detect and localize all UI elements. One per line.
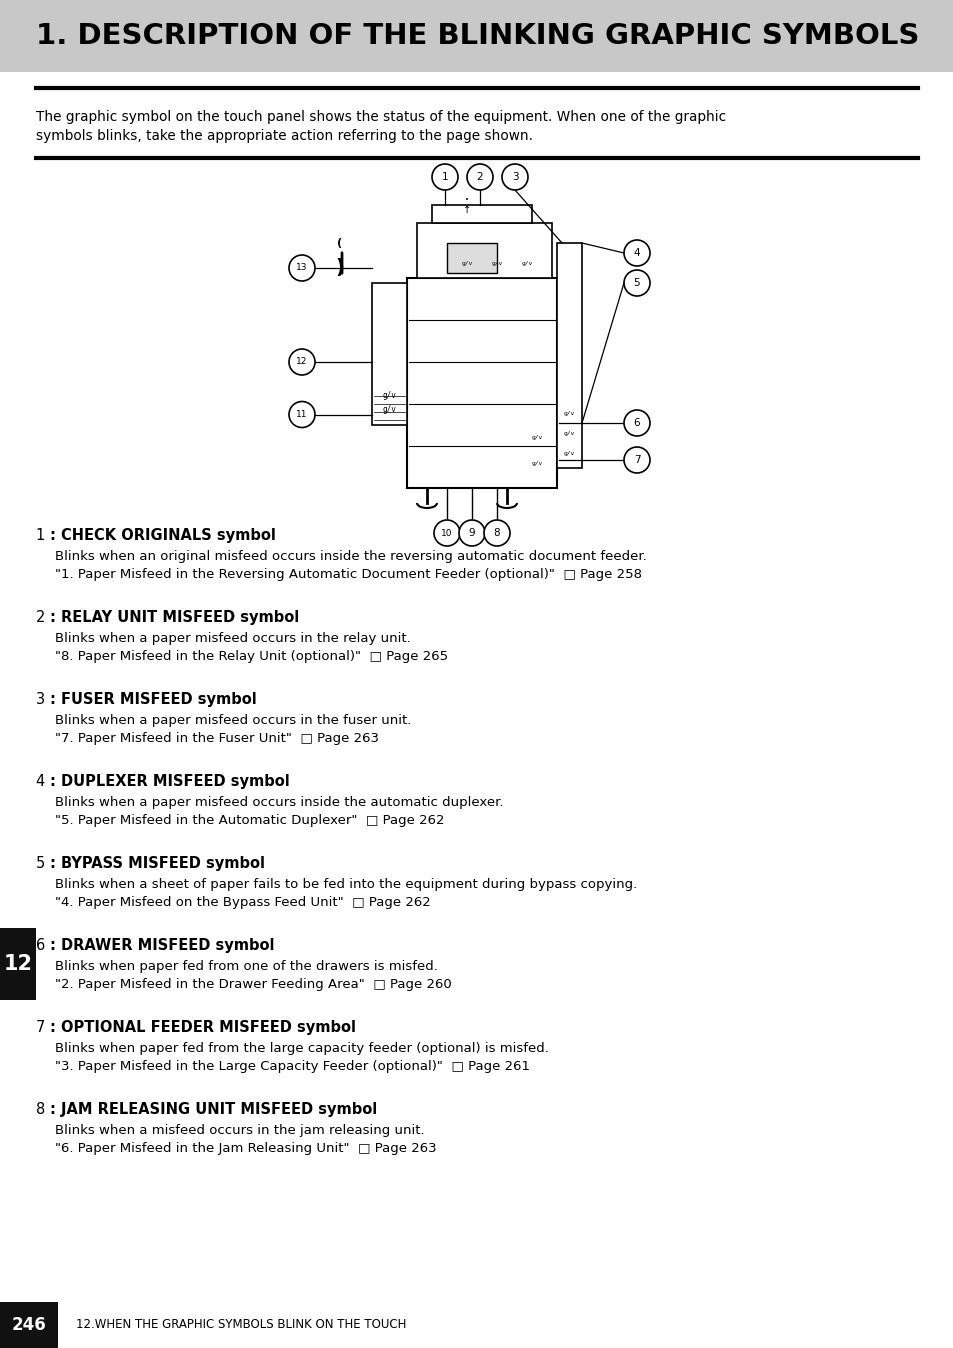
Text: g/v: g/v [563,411,574,415]
Text: : RELAY UNIT MISFEED symbol: : RELAY UNIT MISFEED symbol [50,611,299,625]
Text: g/v: g/v [491,260,502,266]
Text: 4: 4 [633,248,639,257]
Text: 3: 3 [511,173,517,182]
Text: "2. Paper Misfeed in the Drawer Feeding Area"  □ Page 260: "2. Paper Misfeed in the Drawer Feeding … [55,979,452,991]
Text: g/v: g/v [381,391,395,399]
Text: Blinks when paper fed from one of the drawers is misfed.: Blinks when paper fed from one of the dr… [55,960,437,973]
Text: Blinks when a sheet of paper fails to be fed into the equipment during bypass co: Blinks when a sheet of paper fails to be… [55,878,637,891]
Text: 2: 2 [476,173,483,182]
Text: "1. Paper Misfeed in the Reversing Automatic Document Feeder (optional)"  □ Page: "1. Paper Misfeed in the Reversing Autom… [55,568,641,581]
Text: Blinks when a misfeed occurs in the jam releasing unit.: Blinks when a misfeed occurs in the jam … [55,1124,424,1136]
Text: (: ( [337,239,342,248]
Text: g/v: g/v [563,450,574,456]
Bar [0,0,953,71]
Text: "6. Paper Misfeed in the Jam Releasing Unit"  □ Page 263: "6. Paper Misfeed in the Jam Releasing U… [55,1142,436,1155]
Text: "4. Paper Misfeed on the Bypass Feed Unit"  □ Page 262: "4. Paper Misfeed on the Bypass Feed Uni… [55,896,431,909]
Text: 13: 13 [296,263,308,272]
Text: g/v: g/v [531,435,542,441]
Text: The graphic symbol on the touch panel shows the status of the equipment. When on: The graphic symbol on the touch panel sh… [36,111,725,124]
Circle shape [289,349,314,375]
Circle shape [467,164,493,190]
Circle shape [623,448,649,473]
Circle shape [501,164,527,190]
Text: g/v: g/v [381,406,395,414]
Text: 1: 1 [36,528,50,543]
Text: g/v: g/v [461,260,472,266]
Text: Blinks when an original misfeed occurs inside the reversing automatic document f: Blinks when an original misfeed occurs i… [55,550,646,563]
Text: Blinks when a paper misfeed occurs in the fuser unit.: Blinks when a paper misfeed occurs in th… [55,714,411,727]
Text: 12.WHEN THE GRAPHIC SYMBOLS BLINK ON THE TOUCH: 12.WHEN THE GRAPHIC SYMBOLS BLINK ON THE… [76,1318,406,1332]
Circle shape [434,520,459,546]
Text: g/v: g/v [531,461,542,465]
Text: "3. Paper Misfeed in the Large Capacity Feeder (optional)"  □ Page 261: "3. Paper Misfeed in the Large Capacity … [55,1060,530,1073]
Text: 10: 10 [441,528,453,538]
Text: 12: 12 [4,954,32,975]
Text: 9: 9 [468,528,475,538]
Text: Blinks when a paper misfeed occurs in the relay unit.: Blinks when a paper misfeed occurs in th… [55,632,411,644]
Text: "5. Paper Misfeed in the Automatic Duplexer"  □ Page 262: "5. Paper Misfeed in the Automatic Duple… [55,814,444,828]
Text: "7. Paper Misfeed in the Fuser Unit"  □ Page 263: "7. Paper Misfeed in the Fuser Unit" □ P… [55,732,378,745]
Text: Blinks when paper fed from the large capacity feeder (optional) is misfed.: Blinks when paper fed from the large cap… [55,1042,548,1055]
Text: Blinks when a paper misfeed occurs inside the automatic duplexer.: Blinks when a paper misfeed occurs insid… [55,797,503,809]
Circle shape [458,520,484,546]
Bar [407,278,557,488]
Bar [416,222,552,278]
Text: •: • [464,197,469,204]
Text: : OPTIONAL FEEDER MISFEED symbol: : OPTIONAL FEEDER MISFEED symbol [50,1020,355,1035]
Bar [447,243,497,274]
Circle shape [623,270,649,297]
Bar [0,927,36,1000]
Bar [557,243,581,468]
Text: : CHECK ORIGINALS symbol: : CHECK ORIGINALS symbol [50,528,275,543]
Text: 6: 6 [633,418,639,429]
Circle shape [483,520,510,546]
Text: g/v: g/v [563,430,574,435]
Bar [372,283,407,425]
Text: 6: 6 [36,938,50,953]
Text: : BYPASS MISFEED symbol: : BYPASS MISFEED symbol [50,856,265,871]
Bar [0,1302,58,1348]
Text: ): ) [335,259,344,278]
Text: g/v: g/v [521,260,532,266]
Text: 4: 4 [36,774,50,789]
Text: : DUPLEXER MISFEED symbol: : DUPLEXER MISFEED symbol [50,774,290,789]
Text: 3: 3 [36,692,50,706]
Text: : FUSER MISFEED symbol: : FUSER MISFEED symbol [50,692,256,706]
Circle shape [289,402,314,427]
Text: symbols blinks, take the appropriate action referring to the page shown.: symbols blinks, take the appropriate act… [36,129,533,143]
Circle shape [432,164,457,190]
Text: 1. DESCRIPTION OF THE BLINKING GRAPHIC SYMBOLS: 1. DESCRIPTION OF THE BLINKING GRAPHIC S… [36,22,919,50]
Text: 2: 2 [36,611,50,625]
Circle shape [623,240,649,266]
Bar [432,205,532,222]
Text: 5: 5 [633,278,639,288]
Text: ↑: ↑ [462,205,471,214]
Text: 5: 5 [36,856,50,871]
Text: 8: 8 [36,1103,50,1117]
Text: 12: 12 [296,357,308,367]
Text: 11: 11 [296,410,308,419]
Text: : DRAWER MISFEED symbol: : DRAWER MISFEED symbol [50,938,274,953]
Circle shape [289,255,314,280]
Text: 7: 7 [36,1020,50,1035]
Circle shape [623,410,649,435]
Text: 8: 8 [493,528,499,538]
Text: 246: 246 [11,1316,47,1335]
Text: "8. Paper Misfeed in the Relay Unit (optional)"  □ Page 265: "8. Paper Misfeed in the Relay Unit (opt… [55,650,448,663]
Text: 7: 7 [633,456,639,465]
Text: : JAM RELEASING UNIT MISFEED symbol: : JAM RELEASING UNIT MISFEED symbol [50,1103,376,1117]
Text: 1: 1 [441,173,448,182]
